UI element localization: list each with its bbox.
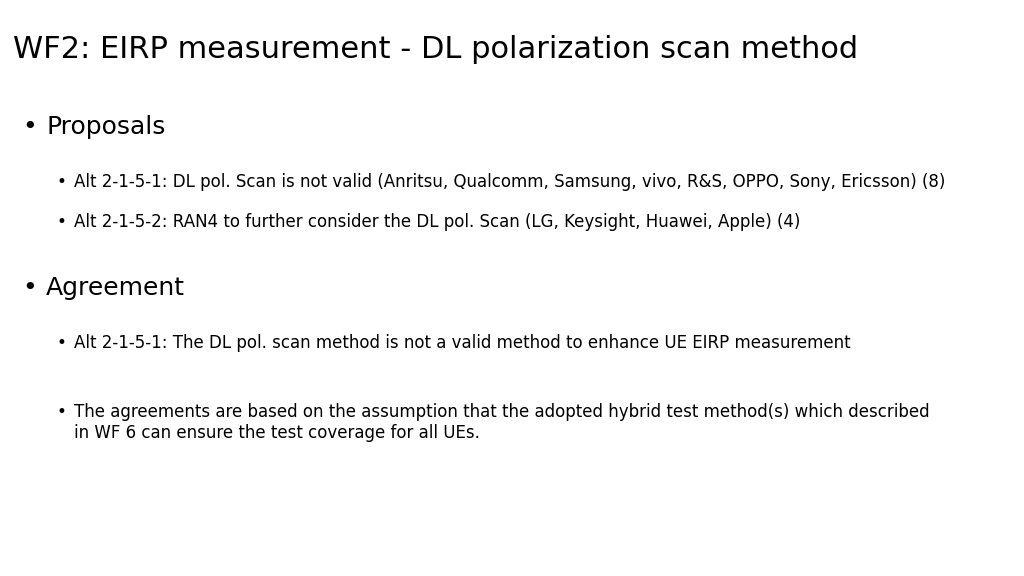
Text: •: • <box>56 173 67 191</box>
Text: •: • <box>23 276 37 301</box>
Text: •: • <box>56 334 67 352</box>
Text: Alt 2-1-5-1: DL pol. Scan is not valid (Anritsu, Qualcomm, Samsung, vivo, R&S, O: Alt 2-1-5-1: DL pol. Scan is not valid (… <box>74 173 945 191</box>
Text: •: • <box>56 403 67 421</box>
Text: •: • <box>56 213 67 231</box>
Text: Alt 2-1-5-1: The DL pol. scan method is not a valid method to enhance UE EIRP me: Alt 2-1-5-1: The DL pol. scan method is … <box>74 334 850 352</box>
Text: Proposals: Proposals <box>46 115 166 139</box>
Text: Alt 2-1-5-2: RAN4 to further consider the DL pol. Scan (LG, Keysight, Huawei, Ap: Alt 2-1-5-2: RAN4 to further consider th… <box>74 213 800 231</box>
Text: The agreements are based on the assumption that the adopted hybrid test method(s: The agreements are based on the assumpti… <box>74 403 930 442</box>
Text: WF2: EIRP measurement - DL polarization scan method: WF2: EIRP measurement - DL polarization … <box>13 35 858 63</box>
Text: •: • <box>23 115 37 139</box>
Text: Agreement: Agreement <box>46 276 185 301</box>
